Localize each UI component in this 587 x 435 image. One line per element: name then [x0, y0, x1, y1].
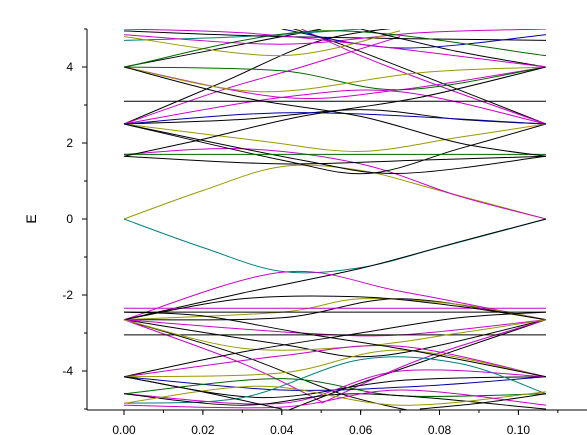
band-line-39: [320, 319, 547, 404]
x-axis-ticks: 0.00 0.02 0.04 0.06 0.08 0.10: [112, 410, 559, 435]
band-line-6: [123, 123, 547, 175]
band-line-56: [123, 389, 547, 409]
band-line-43: [123, 295, 547, 321]
band-line-58: [419, 393, 547, 410]
band-line-57: [123, 376, 282, 410]
band-line-34: [123, 319, 547, 358]
y-tick-label: 0: [66, 212, 73, 226]
band-line-51: [123, 369, 547, 405]
band-line-32: [123, 270, 547, 321]
band-line-19: [123, 66, 547, 91]
y-axis-label: E: [23, 214, 39, 223]
band-line-27: [281, 29, 547, 49]
band-line-30: [123, 29, 547, 68]
x-tick-label: 0.00: [112, 423, 136, 435]
band-line-7: [123, 123, 547, 152]
band-line-29: [360, 29, 547, 68]
band-line-35: [123, 319, 547, 337]
x-tick-label: 0.08: [428, 423, 452, 435]
band-line-14: [123, 112, 547, 125]
band-line-20: [123, 66, 547, 93]
band-line-47: [123, 349, 547, 378]
band-line-4: [123, 109, 547, 125]
band-line-3: [123, 218, 547, 321]
y-axis-ticks: -4 -2 0 2 4: [62, 28, 87, 410]
band-line-46: [123, 344, 547, 378]
band-line-45: [123, 311, 547, 378]
y-tick-label: -4: [62, 364, 73, 378]
x-tick-label: 0.10: [507, 423, 531, 435]
band-line-2: [123, 147, 547, 220]
band-line-12: [123, 123, 547, 174]
x-tick-label: 0.04: [270, 423, 294, 435]
y-tick-label: 4: [66, 60, 73, 74]
band-line-9: [123, 36, 401, 125]
y-tick-label: -2: [62, 288, 73, 302]
x-tick-label: 0.06: [349, 423, 373, 435]
band-line-28: [123, 30, 547, 68]
band-line-37: [123, 319, 322, 402]
band-line-5: [123, 89, 547, 125]
band-line-50: [123, 378, 547, 398]
axes: [86, 29, 587, 411]
band-line-11: [301, 29, 547, 125]
band-line-54: [123, 393, 547, 410]
band-line-25: [123, 29, 547, 45]
band-line-33: [123, 298, 547, 321]
y-tick-label: 2: [66, 136, 73, 150]
band-line-0: [123, 164, 547, 220]
band-line-26: [123, 30, 401, 57]
x-tick-label: 0.02: [191, 423, 215, 435]
band-line-53: [123, 356, 547, 404]
band-line-8: [123, 29, 392, 125]
band-line-22: [123, 66, 547, 157]
band-line-49: [123, 376, 547, 391]
band-line-16: [123, 155, 547, 165]
band-line-55: [123, 385, 547, 406]
band-line-52: [123, 311, 547, 378]
band-curves: [123, 29, 547, 410]
band-line-21: [123, 66, 547, 157]
band-line-1: [123, 218, 547, 274]
band-line-38: [287, 319, 547, 410]
